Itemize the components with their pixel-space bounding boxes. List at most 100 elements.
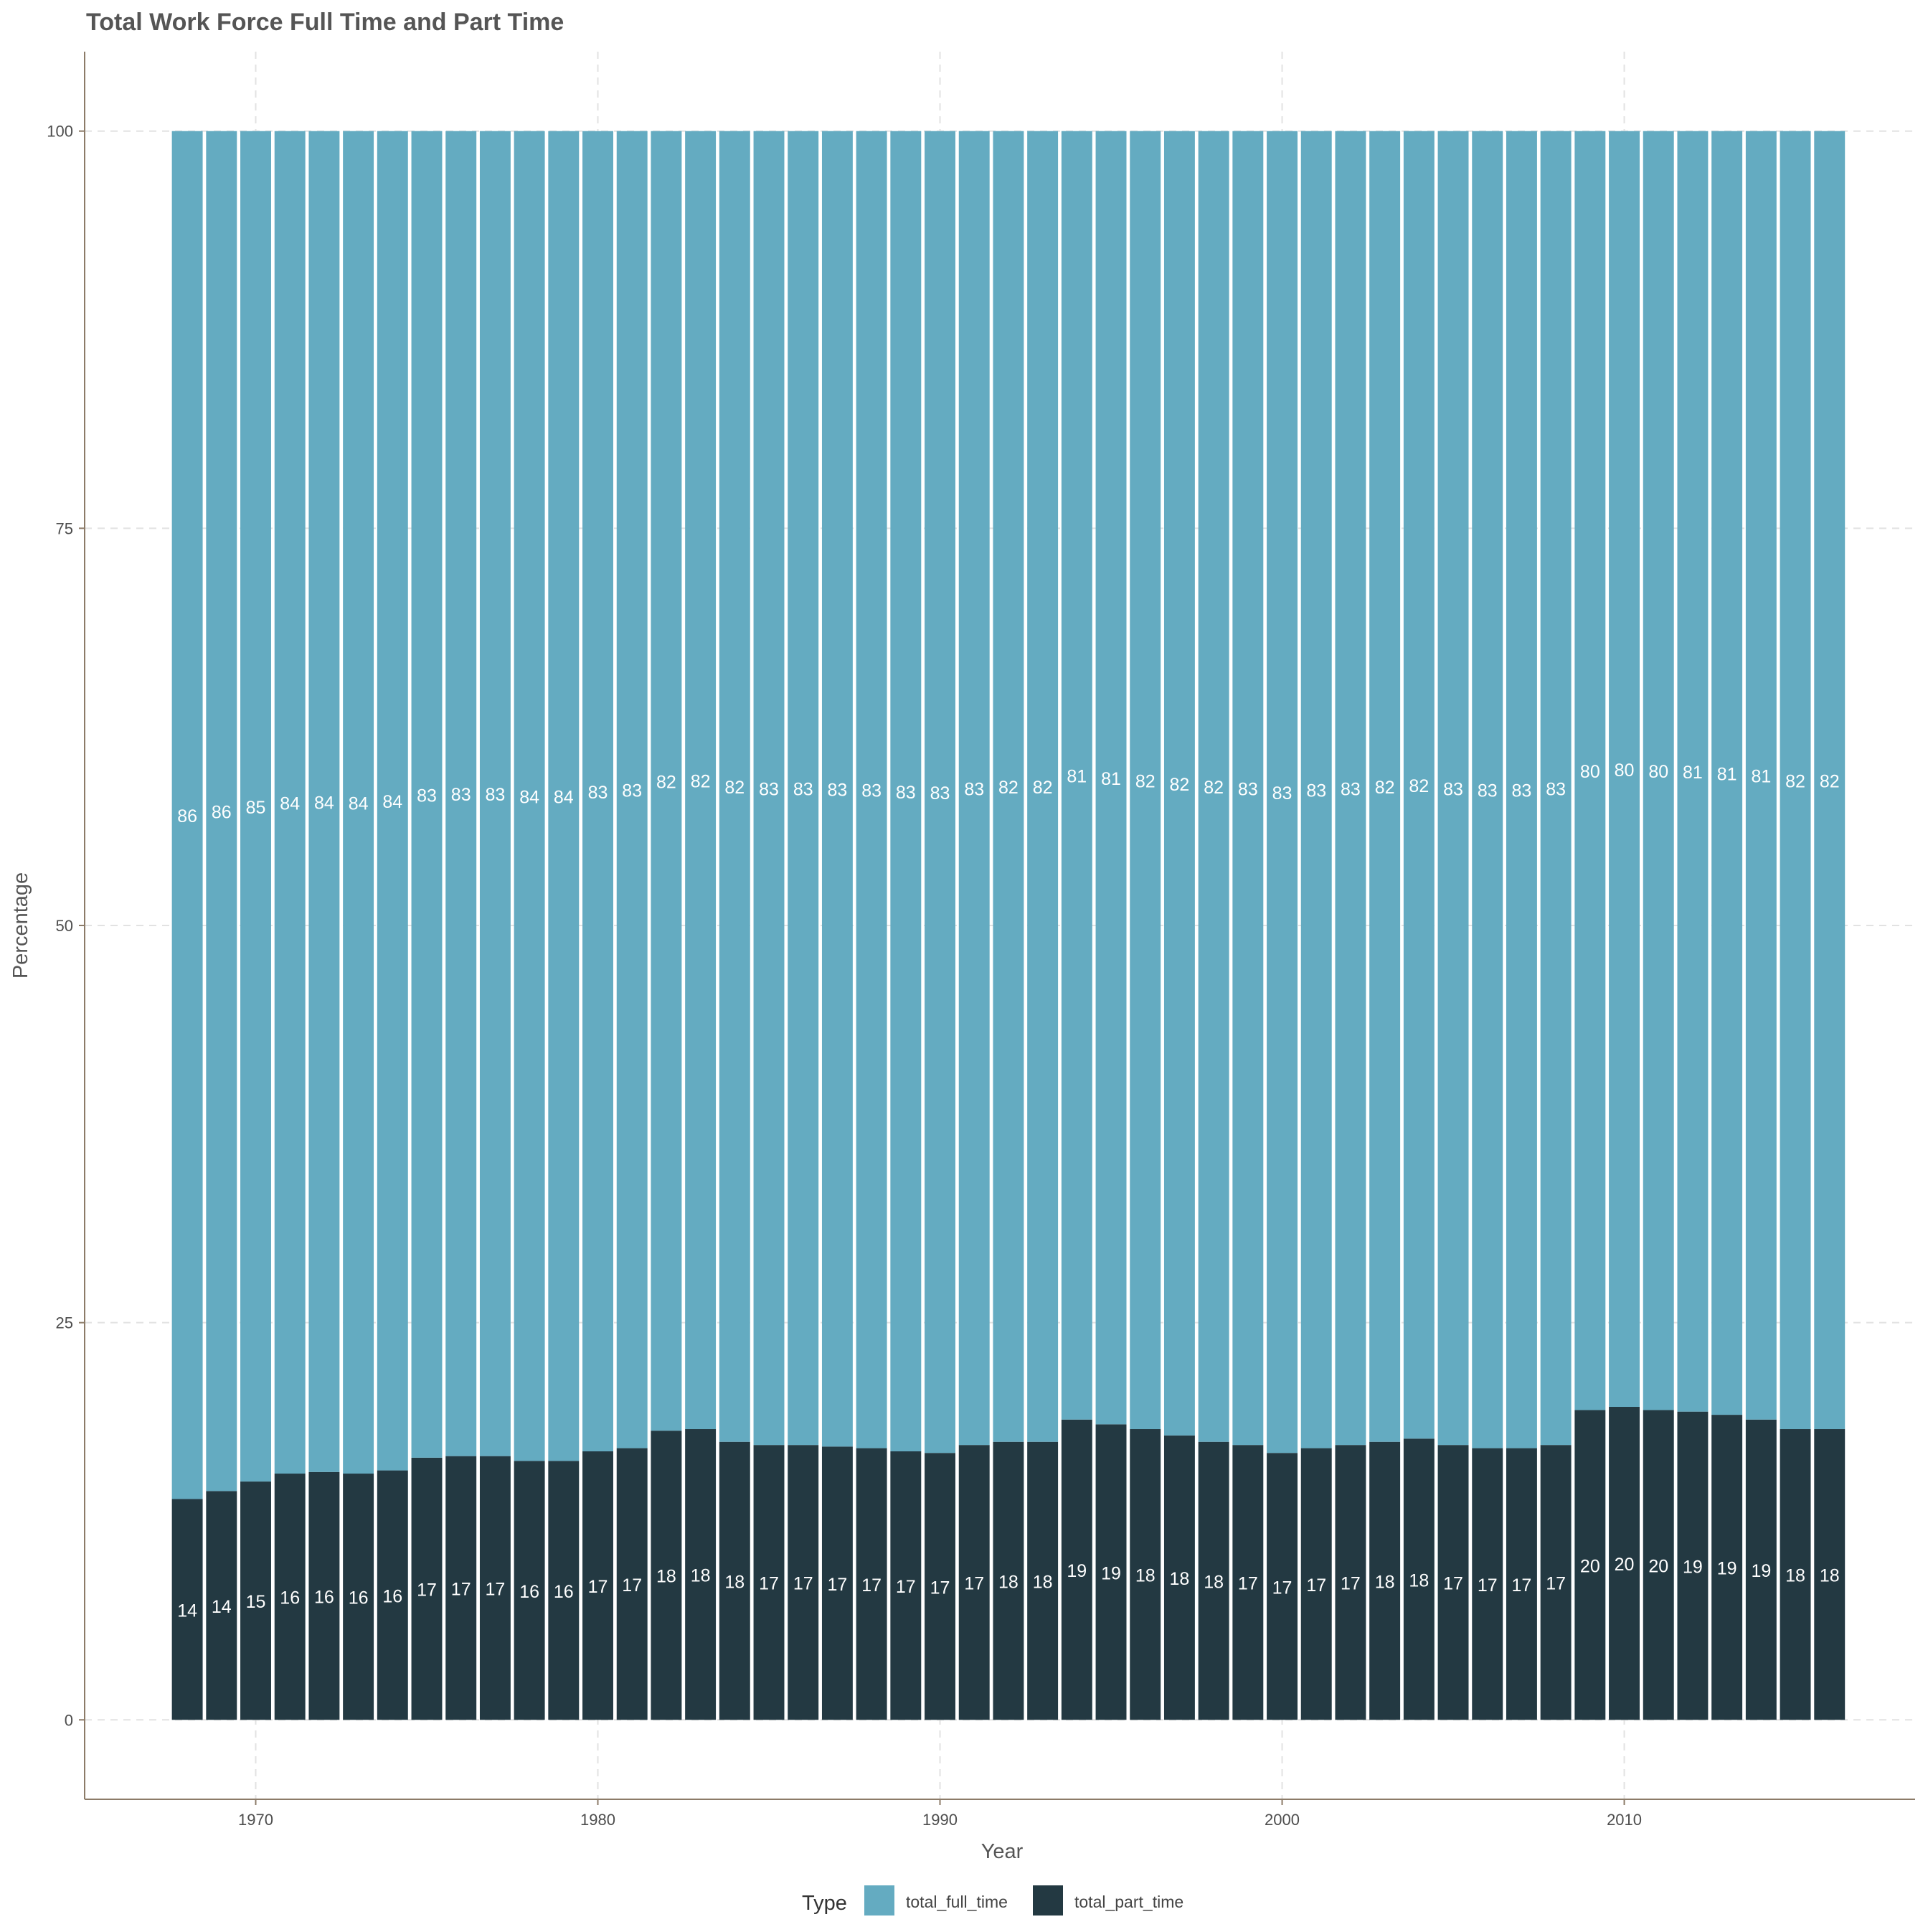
bar-full-time: [343, 131, 374, 1474]
bar-part-time: [377, 1470, 408, 1720]
bar-part-time: [1437, 1445, 1469, 1720]
y-tick-label: 50: [56, 917, 73, 935]
bar-full-time: [582, 131, 613, 1452]
bar-full-time: [1574, 131, 1606, 1410]
x-tick-label: 1970: [238, 1811, 273, 1829]
bar-part-time: [788, 1445, 819, 1720]
bar-full-time: [753, 131, 785, 1446]
y-tick-label: 75: [56, 519, 73, 537]
data-label-part-time: 17: [896, 1577, 916, 1597]
bar-part-time: [1369, 1441, 1401, 1720]
data-label-part-time: 16: [280, 1588, 300, 1608]
data-label-full-time: 82: [1785, 771, 1805, 791]
bar-full-time: [616, 131, 648, 1448]
bar-full-time: [377, 131, 408, 1471]
bar-full-time: [821, 131, 853, 1447]
bar-full-time: [1814, 131, 1846, 1430]
bar-part-time: [753, 1445, 785, 1720]
data-label-part-time: 14: [177, 1601, 197, 1621]
data-label-part-time: 18: [1135, 1566, 1156, 1586]
bar-full-time: [308, 131, 340, 1472]
bar-part-time: [1609, 1407, 1640, 1720]
data-label-full-time: 83: [828, 781, 848, 801]
bar-full-time: [171, 131, 203, 1499]
data-label-full-time: 83: [896, 783, 916, 803]
bar-full-time: [1061, 131, 1092, 1420]
data-label-part-time: 17: [964, 1574, 984, 1594]
bar-full-time: [1232, 131, 1264, 1446]
data-label-full-time: 84: [280, 793, 300, 814]
bar-full-time: [1745, 131, 1777, 1420]
data-label-full-time: 82: [691, 771, 711, 791]
bar-part-time: [925, 1453, 955, 1720]
y-tick-label: 0: [65, 1711, 73, 1729]
bar-part-time: [685, 1429, 717, 1720]
bar-part-time: [1027, 1441, 1059, 1720]
data-label-full-time: 83: [793, 779, 813, 799]
legend-label-full-time: total_full_time: [906, 1893, 1008, 1911]
bar-part-time: [1814, 1429, 1846, 1720]
bar-part-time: [206, 1491, 237, 1720]
bar-full-time: [1300, 131, 1332, 1448]
bar-full-time: [1780, 131, 1811, 1430]
y-tick-label: 100: [47, 123, 73, 141]
bar-part-time: [856, 1448, 887, 1720]
data-label-part-time: 18: [1170, 1569, 1190, 1589]
data-label-part-time: 18: [1820, 1566, 1840, 1586]
data-label-part-time: 14: [212, 1597, 232, 1617]
data-label-part-time: 17: [861, 1575, 882, 1596]
data-label-full-time: 80: [1580, 762, 1600, 782]
data-label-full-time: 83: [1443, 779, 1463, 799]
bar-full-time: [1163, 131, 1195, 1436]
data-label-part-time: 17: [588, 1577, 608, 1597]
data-label-full-time: 82: [1135, 771, 1156, 791]
data-label-part-time: 18: [1033, 1573, 1053, 1593]
data-label-part-time: 18: [1375, 1573, 1395, 1593]
data-label-part-time: 17: [930, 1578, 950, 1598]
bar-part-time: [719, 1441, 750, 1720]
data-label-full-time: 83: [1546, 779, 1566, 799]
bar-full-time: [548, 131, 580, 1461]
x-axis-title: Year: [981, 1840, 1024, 1863]
bar-full-time: [411, 131, 443, 1458]
data-label-part-time: 17: [1272, 1578, 1293, 1598]
data-label-full-time: 84: [554, 788, 574, 808]
data-label-part-time: 17: [451, 1579, 471, 1599]
legend-key-full-time: [864, 1885, 894, 1915]
data-label-full-time: 83: [1306, 781, 1326, 801]
bar-part-time: [1711, 1415, 1743, 1720]
bar-full-time: [1540, 131, 1572, 1446]
bar-part-time: [479, 1456, 511, 1720]
data-label-full-time: 81: [1717, 764, 1737, 784]
data-label-part-time: 20: [1615, 1555, 1635, 1575]
bar-part-time: [1643, 1410, 1674, 1720]
data-label-part-time: 17: [486, 1579, 506, 1599]
data-label-full-time: 84: [519, 788, 539, 808]
bar-full-time: [479, 131, 511, 1456]
data-label-part-time: 17: [417, 1580, 437, 1601]
bar-part-time: [582, 1451, 613, 1720]
bar-part-time: [548, 1461, 580, 1720]
bar-full-time: [1335, 131, 1366, 1446]
bar-full-time: [206, 131, 237, 1492]
bar-part-time: [411, 1457, 443, 1720]
bar-full-time: [925, 131, 955, 1453]
bar-full-time: [856, 131, 887, 1448]
x-tick-label: 2010: [1607, 1811, 1642, 1829]
bar-part-time: [821, 1446, 853, 1720]
data-label-part-time: 20: [1648, 1556, 1668, 1576]
x-tick-label: 1980: [580, 1811, 615, 1829]
bar-full-time: [1506, 131, 1537, 1448]
bar-part-time: [616, 1448, 648, 1720]
data-label-part-time: 17: [1341, 1574, 1361, 1594]
bar-part-time: [958, 1445, 990, 1720]
bar-part-time: [445, 1456, 477, 1720]
data-label-full-time: 82: [1820, 771, 1840, 791]
legend-key-part-time: [1033, 1885, 1063, 1915]
y-axis-title: Percentage: [9, 872, 32, 979]
data-label-part-time: 17: [793, 1574, 813, 1594]
data-label-part-time: 20: [1580, 1556, 1600, 1576]
data-label-part-time: 18: [1409, 1570, 1429, 1591]
data-label-full-time: 83: [588, 783, 608, 803]
